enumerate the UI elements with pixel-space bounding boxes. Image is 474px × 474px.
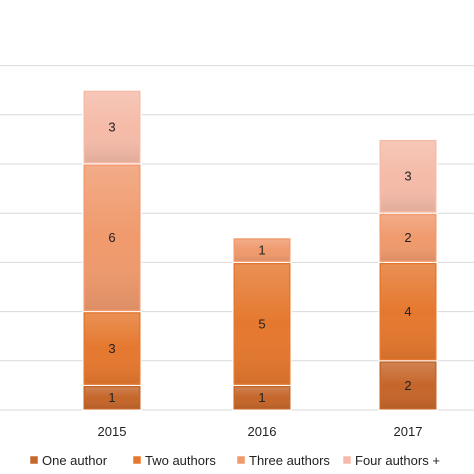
legend-item: Three authors [236,453,330,468]
legend-item: One author [29,453,108,468]
legend-item: Two authors [132,453,216,468]
data-label: 3 [404,169,411,184]
data-label: 2 [404,230,411,245]
bar-bevel [85,313,139,384]
bar-bevel [85,387,139,408]
data-label: 4 [404,304,411,319]
category-label: 2015 [98,424,127,439]
bar-bevel [235,239,289,261]
bar-bevel [381,215,435,261]
bar-stack-2016: 1 5 1 [232,237,292,411]
bar-bevel [381,141,435,212]
bar-bevel [381,264,435,359]
legend-label: One author [42,453,108,468]
legend-label: Three authors [249,453,330,468]
data-label: 3 [108,341,115,356]
data-label: 3 [108,120,115,135]
data-label: 1 [258,390,265,405]
legend-swatch [132,455,142,465]
bar-bevel [235,264,289,384]
bar-bevel [381,362,435,408]
bar-bevel [85,92,139,162]
legend-swatch [29,455,39,465]
data-label: 6 [108,230,115,245]
data-label: 2 [404,378,411,393]
data-label: 5 [258,316,265,331]
data-label: 1 [108,390,115,405]
bars: 1 3 6 3 1 5 1 2 4 2 3 [82,89,438,411]
bar-stack-2015: 1 3 6 3 [82,89,142,411]
category-axis: 2015 2016 2017 [98,424,423,439]
legend-label: Four authors + [355,453,440,468]
legend-item: Four authors + [342,453,440,468]
data-label: 1 [258,243,265,258]
category-label: 2016 [248,424,277,439]
legend: One author Two authors Three authors Four a… [29,453,440,468]
legend-label: Two authors [145,453,216,468]
bar-bevel [235,387,289,408]
category-label: 2017 [394,424,423,439]
bar-bevel [85,166,139,310]
bar-stack-2017: 2 4 2 3 [378,138,438,411]
legend-swatch [236,455,246,465]
legend-swatch [342,455,352,465]
